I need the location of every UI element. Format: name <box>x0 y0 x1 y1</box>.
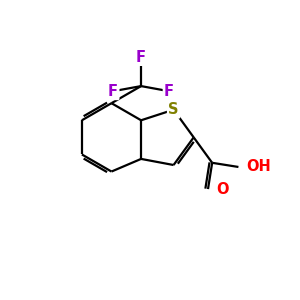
Text: F: F <box>164 84 174 99</box>
Text: F: F <box>108 84 118 99</box>
Text: F: F <box>108 84 118 99</box>
Text: F: F <box>136 50 146 64</box>
Text: S: S <box>168 102 179 117</box>
Text: O: O <box>216 182 229 196</box>
Text: OH: OH <box>247 160 272 175</box>
Text: OH: OH <box>247 160 272 175</box>
Text: F: F <box>164 84 174 99</box>
Text: F: F <box>136 50 146 64</box>
Text: S: S <box>168 102 179 117</box>
Text: O: O <box>216 182 229 196</box>
